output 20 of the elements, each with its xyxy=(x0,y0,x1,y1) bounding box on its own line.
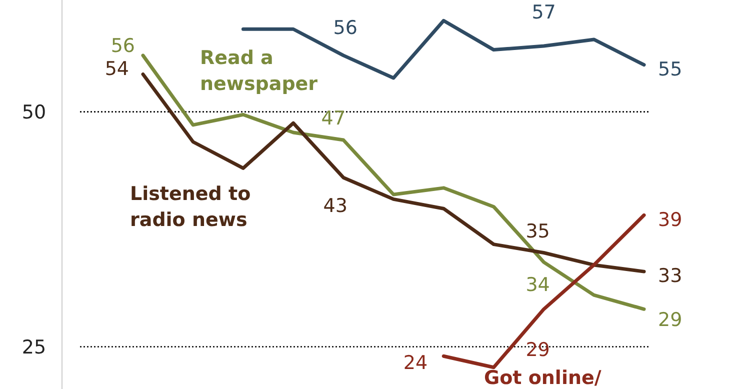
data-label: 55 xyxy=(658,58,682,80)
data-label: 54 xyxy=(104,58,129,80)
y-tick-label: 25 xyxy=(22,336,46,358)
data-label: 34 xyxy=(526,274,550,296)
data-label: 33 xyxy=(658,265,682,288)
data-label: 57 xyxy=(532,2,556,24)
data-label: 24 xyxy=(403,352,428,374)
y-tick-label: 50 xyxy=(22,101,46,124)
data-label: 47 xyxy=(321,108,346,130)
data-label: 43 xyxy=(323,195,348,218)
data-label: 29 xyxy=(658,308,682,331)
data-label: 35 xyxy=(526,220,550,242)
data-label: 56 xyxy=(110,35,135,58)
data-label: 56 xyxy=(333,17,358,40)
series-label: Listened to radio news xyxy=(130,183,251,231)
line-series xyxy=(442,213,646,370)
series-label: Read a newspaper xyxy=(200,47,318,95)
data-label: 39 xyxy=(658,208,682,231)
series-label: Got online/ xyxy=(484,367,602,389)
data-label: 29 xyxy=(526,338,550,361)
